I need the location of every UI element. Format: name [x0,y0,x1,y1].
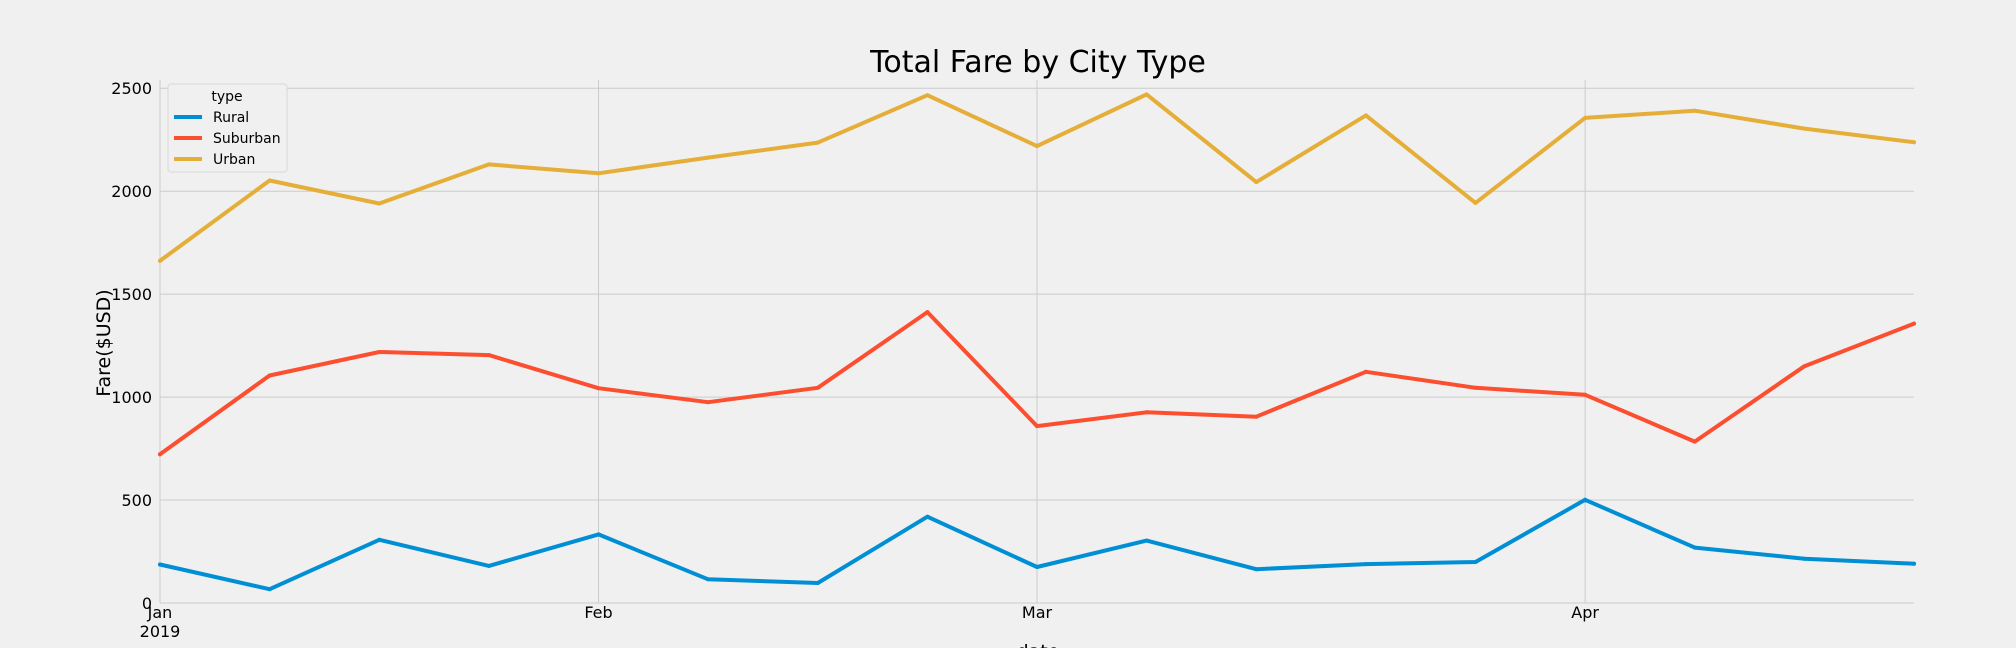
legend-items: Rural Suburban Urban [174,110,281,168]
data-point-urban [1802,126,1807,131]
x-tick-label: Feb [584,603,612,622]
data-point-rural [158,562,162,567]
data-point-urban [1473,200,1478,205]
y-tick-labels: 0 500 1000 1500 2000 2500 [111,79,152,613]
series-rural [158,497,1916,592]
data-point-rural [486,563,491,568]
data-point-rural [815,581,820,585]
data-point-rural [1035,565,1039,569]
y-tick-label: 2000 [111,182,152,201]
data-point-urban [1254,180,1259,185]
data-point-suburban [267,373,272,378]
data-point-suburban [1912,321,1916,326]
data-point-suburban [596,386,601,391]
y-tick-label: 1500 [111,285,152,304]
series-urban [158,92,1916,263]
data-point-urban [1912,140,1916,145]
y-gridlines [160,87,1914,604]
data-point-rural [1254,567,1259,572]
data-point-rural [1144,538,1149,543]
x-gridlines [159,80,1586,603]
data-point-urban [1144,92,1149,97]
data-point-rural [1912,561,1916,566]
legend-box [167,83,288,173]
data-point-rural [1583,497,1588,502]
data-point-suburban [1363,369,1368,374]
data-point-urban [706,155,711,160]
legend-label-suburban: Suburban [213,131,281,147]
series-lines [158,92,1916,592]
series-suburban [158,310,1916,457]
data-point-suburban [1035,424,1039,429]
data-point-urban [158,258,162,263]
data-point-suburban [1254,414,1259,419]
legend: type Rural Suburban Urban [167,83,288,173]
data-point-suburban [158,452,162,457]
x-tick-label: Jan [147,603,173,622]
legend-label-rural: Rural [213,110,249,126]
y-tick-label: 1000 [111,388,152,407]
data-point-rural [1473,560,1478,564]
data-point-urban [377,201,382,206]
data-point-suburban [815,385,820,390]
data-point-urban [267,178,272,183]
chart-title: Total Fare by City Type [869,45,1206,80]
data-point-urban [486,162,491,167]
data-point-urban [1035,144,1039,149]
x-tick-label: Mar [1022,603,1053,622]
data-point-urban [1583,115,1588,120]
data-point-suburban [1473,385,1478,390]
data-point-urban [1363,113,1368,118]
data-point-suburban [377,350,382,354]
data-point-rural [596,532,601,537]
data-point-suburban [925,310,930,315]
data-point-suburban [1692,439,1697,444]
data-point-rural [925,514,930,519]
x-tick-label: Apr [1571,603,1599,622]
data-point-rural [1802,556,1807,561]
data-point-suburban [706,400,711,405]
y-axis-label: Fare($USD) [93,289,115,396]
data-point-rural [1692,545,1697,550]
data-point-suburban [1802,364,1807,369]
y-tick-label: 2500 [111,79,152,98]
data-point-suburban [486,353,491,358]
x-axis-label: date [1017,641,1060,648]
data-point-rural [706,577,711,582]
data-point-suburban [1583,392,1588,397]
data-point-urban [1692,108,1697,113]
legend-label-urban: Urban [213,152,255,168]
data-point-rural [1363,562,1368,567]
data-point-rural [267,587,272,592]
legend-title: type [211,89,242,105]
data-point-urban [596,171,601,176]
y-tick-label: 0 [142,594,152,613]
data-point-urban [815,140,820,145]
data-point-suburban [1144,410,1149,415]
data-point-urban [925,93,930,98]
y-tick-label: 500 [121,491,152,510]
x-tick-sublabel: 2019 [140,622,181,641]
data-point-rural [377,537,382,542]
